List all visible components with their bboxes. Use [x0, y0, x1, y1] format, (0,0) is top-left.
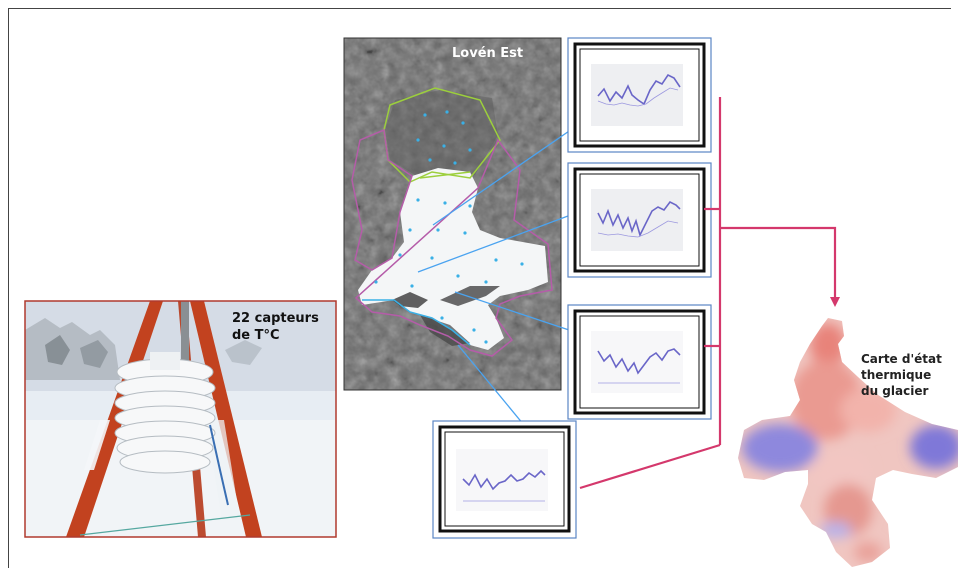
timeseries-panel-1 — [567, 37, 712, 153]
sensor-caption-line1: 22 capteurs — [232, 311, 319, 326]
flow-arrow — [720, 226, 840, 307]
sensor-points — [374, 110, 524, 344]
output-caption-line2: thermique — [861, 368, 931, 382]
link-line-3 — [454, 291, 579, 334]
link-line-2 — [417, 209, 585, 273]
output-caption-line1: Carte d'état — [861, 352, 942, 366]
sensor-photo — [24, 300, 337, 538]
timeseries-panel-4 — [432, 420, 577, 539]
series-plot-2 — [597, 200, 681, 238]
glacier-title: Lovén Est — [452, 46, 523, 61]
sensor-caption-line2: de T°C — [232, 328, 280, 343]
timeseries-panel-3 — [567, 304, 712, 420]
glacier-aerial-image — [343, 37, 562, 391]
timeseries-panel-2 — [567, 162, 712, 278]
series-plot-4 — [462, 469, 546, 502]
glacier-boundary-outline — [351, 128, 553, 357]
series-plot-1 — [597, 73, 681, 107]
flow-connectors — [579, 97, 840, 490]
link-line-1 — [432, 117, 589, 226]
diagram-frame — [8, 8, 951, 568]
thermal-state-map — [738, 318, 958, 567]
series-plot-3 — [597, 348, 681, 384]
output-caption-line3: du glacier — [861, 384, 928, 398]
